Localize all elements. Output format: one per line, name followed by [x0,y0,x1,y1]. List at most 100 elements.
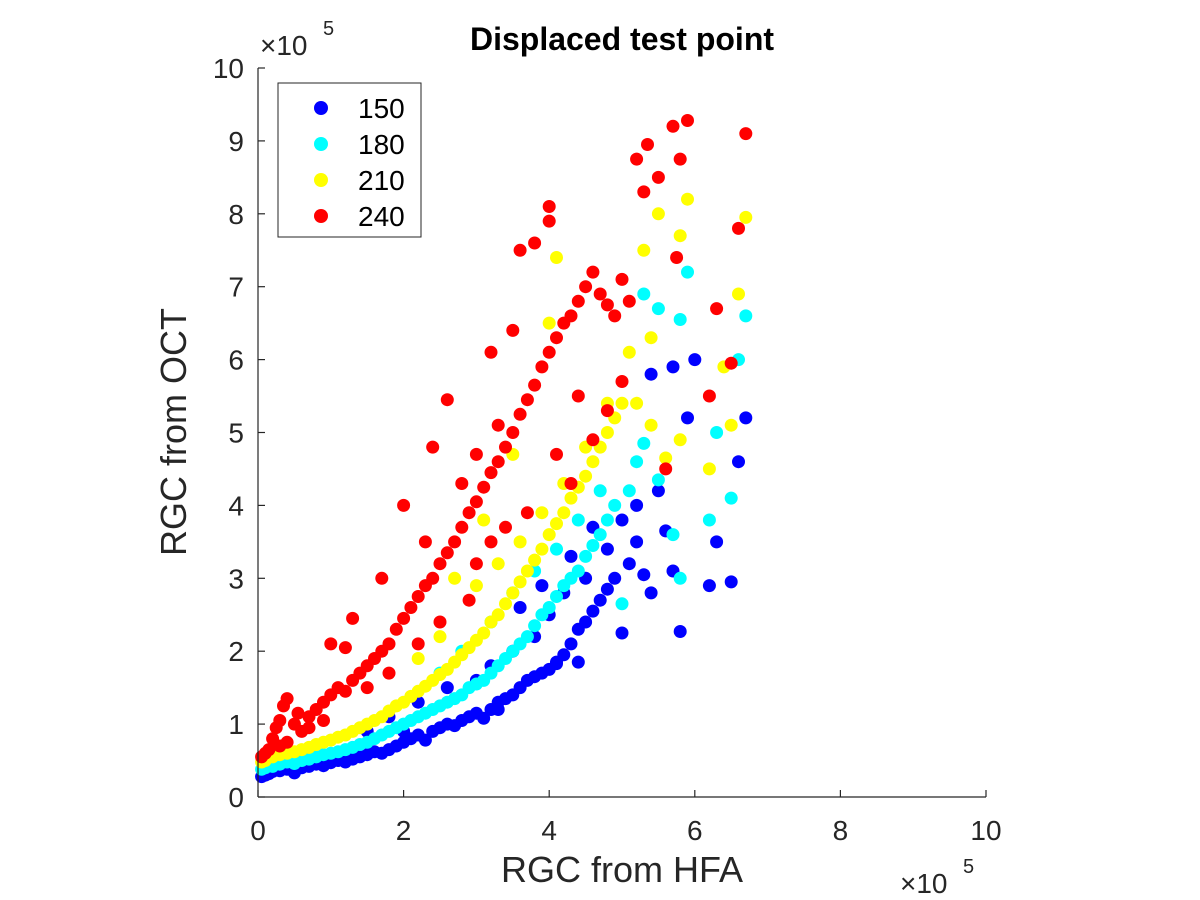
x-tick-label: 0 [250,815,266,846]
data-point [346,611,360,625]
data-point [477,513,491,527]
y-tick-label: 7 [228,272,244,303]
data-point [702,462,716,476]
data-point [324,637,338,651]
data-point [528,619,542,633]
data-point [622,294,636,308]
x-tick-label: 10 [970,815,1001,846]
data-point [433,630,447,644]
legend-item-150: 150 [314,93,405,124]
legend-marker [314,209,328,223]
data-point [469,447,483,461]
data-point [630,498,644,512]
y-exponent-label: ×10 5 [260,18,334,61]
data-point [455,477,469,490]
data-point [499,440,512,454]
data-point [593,528,607,542]
data-point [535,542,549,556]
data-point [491,418,505,432]
data-point [469,579,483,593]
data-point [615,597,629,611]
data-point [608,571,622,585]
data-point [564,309,578,323]
data-point [513,243,527,257]
data-point [535,506,549,520]
data-point [615,513,629,527]
data-point [739,127,753,141]
legend-marker [314,137,328,151]
y-axis-label: RGC from OCT [153,308,194,556]
data-point [513,407,527,421]
y-tick-label: 5 [228,418,244,449]
legend-item-210: 210 [314,165,405,196]
y-tick-label: 3 [228,563,244,594]
data-point [382,666,396,680]
data-point [637,568,651,582]
data-point [535,360,549,374]
data-point [732,287,745,301]
data-point [411,652,425,665]
data-point [710,535,724,549]
data-point [673,313,687,326]
data-point [506,586,520,600]
data-point [375,571,389,585]
data-point [630,455,644,469]
data-point [484,345,498,359]
data-point [681,411,694,425]
data-point [644,367,658,381]
data-point [637,185,651,199]
data-point [666,528,680,542]
data-point [732,455,745,469]
y-tick-label: 6 [228,345,244,376]
x-exponent-label: ×10 5 [900,856,974,899]
data-point [506,323,520,337]
data-point [273,739,287,753]
data-point [579,280,593,294]
data-point [673,571,687,585]
data-point [600,513,614,527]
data-point [571,389,585,403]
data-point [513,535,527,549]
data-point [433,615,447,629]
data-point [644,418,658,432]
data-point [291,706,305,720]
data-point [542,200,556,213]
data-points [255,114,753,784]
data-point [739,309,753,323]
data-point [433,557,447,571]
data-point [469,495,483,509]
data-point [513,601,527,614]
data-point [550,657,563,671]
data-point [484,535,498,549]
data-point [491,703,505,716]
data-point [681,192,694,206]
data-point [600,426,614,439]
data-point [389,622,403,636]
data-point [593,287,607,301]
data-point [724,418,738,432]
legend-item-240: 240 [314,201,405,232]
data-point [579,615,593,629]
data-point [564,549,578,563]
data-point [651,302,665,316]
data-point [600,582,614,596]
x-axis-ticks: 0 2 4 6 8 10 [250,790,1002,846]
data-point [659,451,673,465]
data-point [579,549,593,563]
data-point [499,597,512,611]
data-point [338,641,352,655]
data-point [637,287,651,301]
x-exponent-base: ×10 [900,868,948,899]
data-point [440,546,454,560]
data-point [506,426,520,439]
x-axis-label: RGC from HFA [501,849,743,890]
y-tick-label: 4 [228,490,244,521]
data-point [520,630,534,644]
data-point [666,119,680,133]
data-point [593,593,607,607]
data-point [586,455,600,469]
data-point [586,433,600,447]
legend-box [277,82,422,238]
data-point [615,272,629,286]
